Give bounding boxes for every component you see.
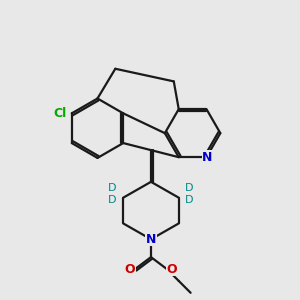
Text: D: D: [185, 195, 194, 205]
Text: O: O: [167, 262, 177, 275]
Text: N: N: [202, 151, 213, 164]
Text: Cl: Cl: [53, 107, 67, 120]
Text: D: D: [185, 183, 194, 193]
Text: N: N: [146, 233, 156, 246]
Text: O: O: [125, 262, 136, 275]
Text: D: D: [108, 183, 117, 193]
Text: D: D: [108, 195, 117, 205]
